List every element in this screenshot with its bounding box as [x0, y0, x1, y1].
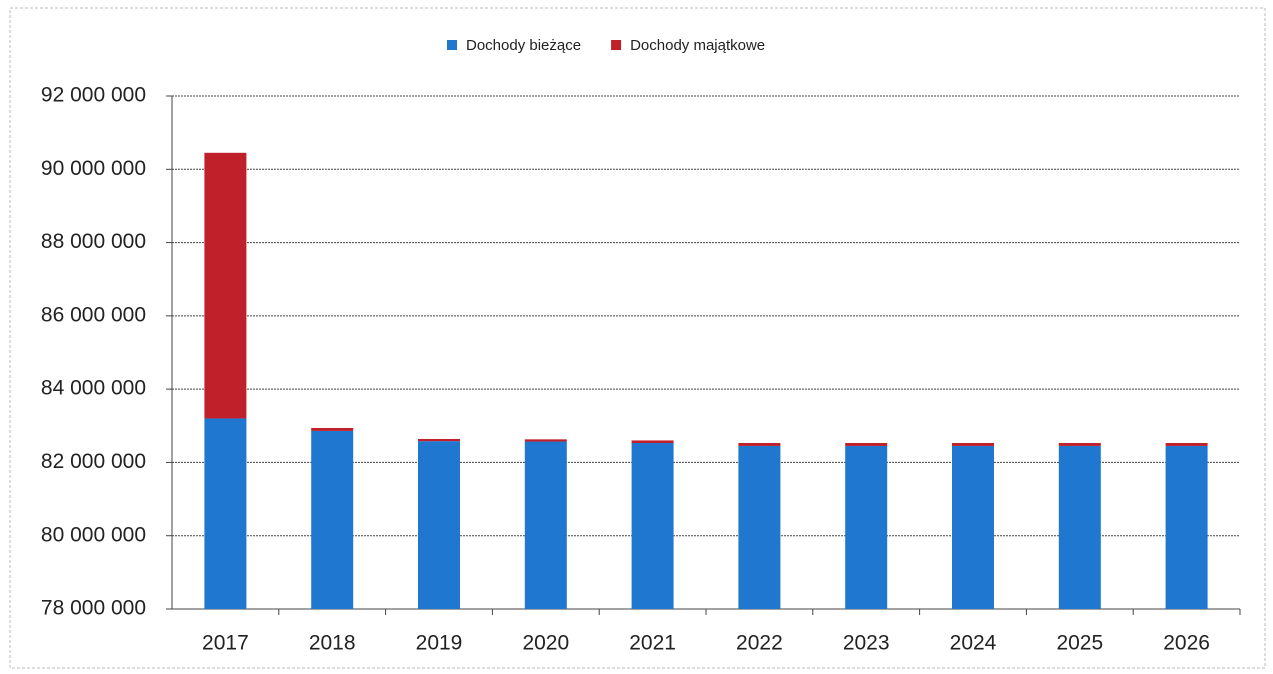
legend-label: Dochody majątkowe — [630, 37, 765, 54]
bar-segment — [524, 439, 567, 442]
legend-swatch — [447, 40, 457, 50]
y-tick-label: 82 000 000 — [41, 450, 146, 473]
bar-segment — [845, 443, 888, 446]
y-tick-label: 78 000 000 — [41, 597, 146, 620]
bar-segment — [1058, 443, 1101, 446]
x-tick-label: 2021 — [629, 632, 676, 655]
y-tick-label: 84 000 000 — [41, 377, 146, 400]
x-tick-label: 2019 — [416, 632, 463, 655]
bar-segment — [204, 152, 247, 419]
x-tick-label: 2018 — [309, 632, 356, 655]
x-tick-label: 2020 — [522, 632, 569, 655]
bar-segment — [631, 440, 674, 444]
bar-segment — [1165, 443, 1208, 446]
bar-segment — [311, 427, 354, 431]
y-tick-label: 92 000 000 — [41, 84, 146, 107]
bar-segment — [952, 443, 994, 446]
x-tick-label: 2025 — [1056, 632, 1103, 655]
bar-segment — [311, 430, 354, 609]
bar-segment — [1165, 445, 1208, 609]
bar-segment — [631, 443, 674, 609]
bar-segment — [738, 445, 781, 609]
bar-segment — [1058, 445, 1101, 609]
x-tick-label: 2017 — [202, 632, 249, 655]
y-tick-label: 86 000 000 — [41, 303, 146, 326]
x-tick-label: 2026 — [1163, 632, 1210, 655]
y-tick-label: 90 000 000 — [41, 157, 146, 180]
bar-segment — [204, 418, 247, 609]
bar-segment — [524, 441, 567, 609]
bar-segment — [418, 441, 460, 609]
x-tick-label: 2022 — [736, 632, 783, 655]
bar-segment — [738, 443, 781, 446]
bar-segment — [952, 445, 994, 609]
y-tick-label: 80 000 000 — [41, 523, 146, 546]
legend-swatch — [611, 40, 622, 50]
bar-segment — [418, 438, 460, 442]
x-tick-label: 2023 — [843, 632, 890, 655]
bar-segment — [845, 445, 888, 609]
x-tick-label: 2024 — [950, 632, 997, 655]
y-tick-label: 88 000 000 — [41, 230, 146, 253]
legend-label: Dochody bieżące — [466, 37, 581, 54]
